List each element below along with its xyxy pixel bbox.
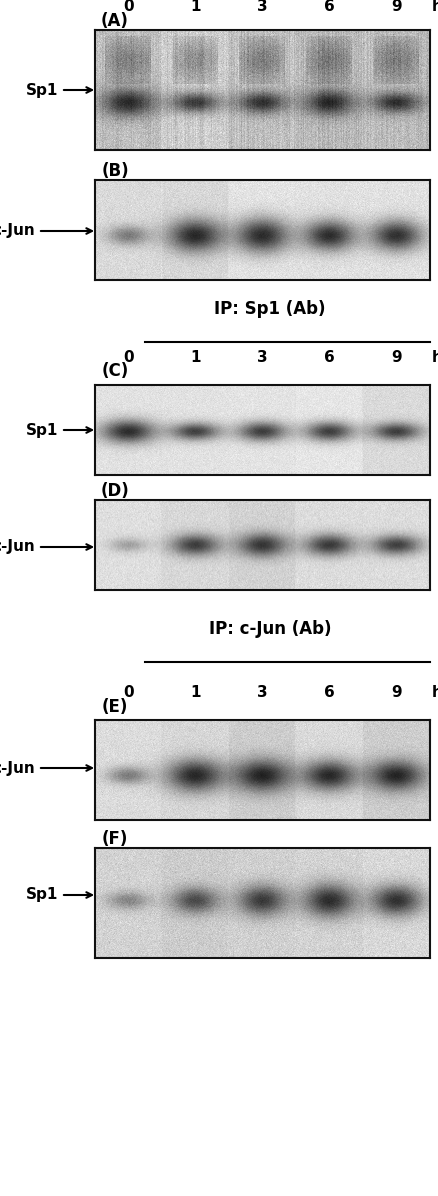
Text: c-Jun: c-Jun: [0, 761, 35, 775]
Text: 0: 0: [123, 0, 134, 14]
Text: (F): (F): [102, 830, 128, 848]
Text: Sp1: Sp1: [26, 83, 58, 98]
Text: h: h: [432, 350, 438, 365]
Text: (E): (E): [102, 698, 128, 716]
Text: (B): (B): [101, 161, 129, 181]
Text: 1: 1: [190, 0, 201, 14]
Text: c-Jun: c-Jun: [0, 539, 35, 555]
Text: 3: 3: [257, 350, 268, 365]
Text: 1: 1: [190, 350, 201, 365]
Text: 9: 9: [391, 0, 402, 14]
Text: h: h: [432, 685, 438, 700]
Text: 1: 1: [190, 685, 201, 700]
Text: 3: 3: [257, 0, 268, 14]
Text: (C): (C): [101, 362, 129, 380]
Text: 3: 3: [257, 685, 268, 700]
Text: h: h: [432, 0, 438, 14]
Text: IP: c-Jun (Ab): IP: c-Jun (Ab): [209, 620, 331, 637]
Text: 9: 9: [391, 350, 402, 365]
Text: Sp1: Sp1: [26, 422, 58, 438]
Text: 6: 6: [324, 0, 335, 14]
Text: c-Jun: c-Jun: [0, 224, 35, 238]
Text: 0: 0: [123, 350, 134, 365]
Text: 0: 0: [123, 685, 134, 700]
Text: 6: 6: [324, 685, 335, 700]
Text: Sp1: Sp1: [26, 887, 58, 903]
Text: (D): (D): [101, 482, 129, 500]
Text: 9: 9: [391, 685, 402, 700]
Text: 6: 6: [324, 350, 335, 365]
Text: IP: Sp1 (Ab): IP: Sp1 (Ab): [214, 300, 326, 318]
Text: (A): (A): [101, 12, 129, 30]
